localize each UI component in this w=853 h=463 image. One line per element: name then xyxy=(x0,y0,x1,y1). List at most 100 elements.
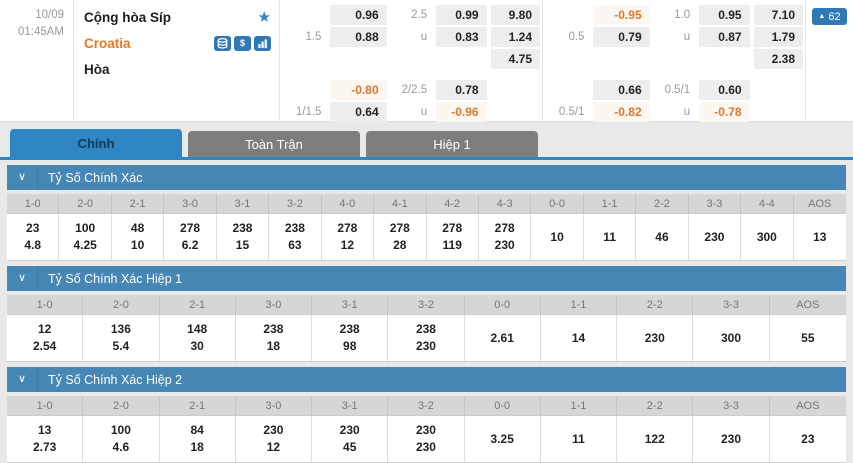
odds-value[interactable]: 0.64 xyxy=(330,102,387,122)
odds-value[interactable]: 0.95 xyxy=(699,5,750,25)
odds-value[interactable]: -0.82 xyxy=(593,102,650,122)
odds-value[interactable]: 0.88 xyxy=(330,27,387,47)
score-odds-cell-aos[interactable]: 55 xyxy=(769,315,846,361)
odds-value xyxy=(491,80,540,100)
odds-value[interactable]: -0.95 xyxy=(593,5,650,25)
score-odds-cell-1-1[interactable]: 14 xyxy=(540,315,618,361)
score-odds-cell-4-1[interactable]: 278 28 xyxy=(374,214,427,260)
odds-row: 0.5 0.79 u 0.87 1.79 xyxy=(543,26,805,48)
odds-value[interactable]: 0.83 xyxy=(436,27,487,47)
score-header-1-1: 1-1 xyxy=(540,396,618,416)
score-odds-cell-1-1[interactable]: 11 xyxy=(583,214,637,260)
section-ty-so-chinh-xac-hiep-2: ∨ Tỷ Số Chính Xác Hiệp 2 1-0 2-0 2-1 3-0 3-1 3-… xyxy=(7,367,846,463)
score-header-3-0: 3-0 xyxy=(164,194,217,214)
odds-value[interactable]: 0.66 xyxy=(593,80,650,100)
odds-value[interactable]: 0.79 xyxy=(593,27,650,47)
odds-value[interactable]: 1.24 xyxy=(490,27,541,47)
score-odds-cell-2-1[interactable]: 48 10 xyxy=(111,214,165,260)
odds-value[interactable]: 9.80 xyxy=(490,5,541,25)
score-odds-cell-2-1[interactable]: 84 18 xyxy=(159,416,236,462)
up-triangle-icon: ▲ xyxy=(818,13,826,20)
score-odds-cell-0-0[interactable]: 3.25 xyxy=(464,416,541,462)
score-odds-cell-2-0[interactable]: 136 5.4 xyxy=(83,315,160,361)
score-odds-cell-0-0[interactable]: 10 xyxy=(531,214,584,260)
score-odds-cell-4-3[interactable]: 278 230 xyxy=(478,214,532,260)
star-icon[interactable]: ★ xyxy=(257,9,271,26)
score-odds-cell-2-2[interactable]: 230 xyxy=(617,315,694,361)
score-odds-table: 1-0 2-0 2-1 3-0 3-1 3-2 4-0 4-1 4-2 4-3 0-0 1-1 2-2 3… xyxy=(7,194,846,261)
tab-bar: Chính Toàn Trận Hiệp 1 xyxy=(0,129,853,160)
odds-value[interactable]: -0.78 xyxy=(699,102,750,122)
section-toggle-bar[interactable]: ∨ Tỷ Số Chính Xác xyxy=(7,165,846,190)
odds-value xyxy=(754,102,803,122)
dollar-icon[interactable]: $ xyxy=(234,35,251,51)
tab-hiep-1[interactable]: Hiệp 1 xyxy=(366,131,538,157)
score-header-0-0: 0-0 xyxy=(464,396,541,416)
odds-line-label: u xyxy=(683,31,691,43)
score-odds-cell-3-3[interactable]: 230 xyxy=(693,416,770,462)
score-header-3-0: 3-0 xyxy=(235,295,313,315)
score-odds-cell-1-0[interactable]: 13 2.73 xyxy=(7,416,84,462)
score-odds-cell-4-0[interactable]: 278 12 xyxy=(321,214,375,260)
score-odds-cell-3-3[interactable]: 230 xyxy=(688,214,742,260)
score-odds-cell-3-0[interactable]: 238 18 xyxy=(235,315,313,361)
score-odds-cell-3-2[interactable]: 238 230 xyxy=(388,315,465,361)
odds-value[interactable]: 0.78 xyxy=(436,80,487,100)
database-icon[interactable] xyxy=(214,35,231,51)
odds-value[interactable]: 0.96 xyxy=(330,5,387,25)
vertical-divider xyxy=(805,0,806,121)
chevron-down-icon[interactable]: ∨ xyxy=(7,165,38,190)
section-toggle-bar[interactable]: ∨ Tỷ Số Chính Xác Hiệp 2 xyxy=(7,367,846,392)
odds-value[interactable]: 7.10 xyxy=(753,5,804,25)
section-toggle-bar[interactable]: ∨ Tỷ Số Chính Xác Hiệp 1 xyxy=(7,266,846,291)
odds-value xyxy=(754,80,803,100)
score-odds-cell-2-2[interactable]: 46 xyxy=(636,214,689,260)
score-odds-cell-2-0[interactable]: 100 4.6 xyxy=(83,416,160,462)
score-odds-cell-3-1[interactable]: 238 98 xyxy=(312,315,389,361)
score-odds-cell-2-0[interactable]: 100 4.25 xyxy=(59,214,112,260)
odds-value[interactable]: -0.96 xyxy=(436,102,487,122)
score-odds-cell-3-2[interactable]: 230 230 xyxy=(388,416,465,462)
draw-label: Hòa xyxy=(84,61,110,77)
score-odds-cell-1-1[interactable]: 11 xyxy=(540,416,618,462)
score-odds-cell-4-2[interactable]: 278 119 xyxy=(426,214,479,260)
market-count-column: ▲ 62 xyxy=(806,0,853,121)
score-odds-cell-0-0[interactable]: 2.61 xyxy=(464,315,541,361)
chevron-down-icon[interactable]: ∨ xyxy=(7,266,38,291)
score-odds-cell-3-3[interactable]: 300 xyxy=(693,315,770,361)
market-count-badge[interactable]: ▲ 62 xyxy=(812,8,847,25)
odds-row: 4.75 xyxy=(280,48,542,70)
tab-toan-tran[interactable]: Toàn Trận xyxy=(188,131,360,157)
chevron-down-icon[interactable]: ∨ xyxy=(7,367,38,392)
odds-value[interactable]: 1.79 xyxy=(753,27,804,47)
score-odds-cell-aos[interactable]: 23 xyxy=(769,416,846,462)
odds-line-label xyxy=(543,80,591,100)
score-odds-cell-3-1[interactable]: 230 45 xyxy=(312,416,389,462)
score-odds-cell-4-4[interactable]: 300 xyxy=(741,214,794,260)
odds-value[interactable]: 2.38 xyxy=(753,49,804,69)
odds-value[interactable]: 4.75 xyxy=(490,49,541,69)
score-odds-cell-3-0[interactable]: 230 12 xyxy=(235,416,313,462)
odds-value[interactable]: -0.80 xyxy=(330,80,387,100)
odds-value[interactable]: 0.99 xyxy=(436,5,487,25)
score-odds-cell-2-1[interactable]: 148 30 xyxy=(159,315,236,361)
tab-chinh[interactable]: Chính xyxy=(10,129,182,157)
score-header-3-2: 3-2 xyxy=(269,194,322,214)
score-odds-cell-3-1[interactable]: 238 15 xyxy=(216,214,270,260)
bar-chart-icon[interactable] xyxy=(254,35,271,51)
score-odds-cell-3-0[interactable]: 278 6.2 xyxy=(164,214,217,260)
home-team-row: Cộng hòa Síp ★ xyxy=(84,4,271,30)
score-header-3-3: 3-3 xyxy=(688,194,742,214)
odds-line-label: 0.5 xyxy=(568,31,585,43)
score-odds-cell-aos[interactable]: 13 xyxy=(793,214,846,260)
score-odds-cell-1-0[interactable]: 23 4.8 xyxy=(7,214,60,260)
score-odds-row: 13 2.73 100 4.6 84 18 230 12 230 45 230 230 3.25 11 12… xyxy=(7,416,846,462)
score-odds-cell-3-2[interactable]: 238 63 xyxy=(269,214,322,260)
teams-column: Cộng hòa Síp ★ Croatia $ Hòa xyxy=(74,0,280,121)
odds-row: -0.95 1.0 0.95 7.10 xyxy=(543,4,805,26)
odds-value[interactable]: 0.60 xyxy=(699,80,750,100)
odds-row: 1.5 0.88 u 0.83 1.24 xyxy=(280,26,542,48)
score-odds-cell-1-0[interactable]: 12 2.54 xyxy=(7,315,84,361)
odds-value[interactable]: 0.87 xyxy=(699,27,750,47)
score-odds-cell-2-2[interactable]: 122 xyxy=(617,416,694,462)
